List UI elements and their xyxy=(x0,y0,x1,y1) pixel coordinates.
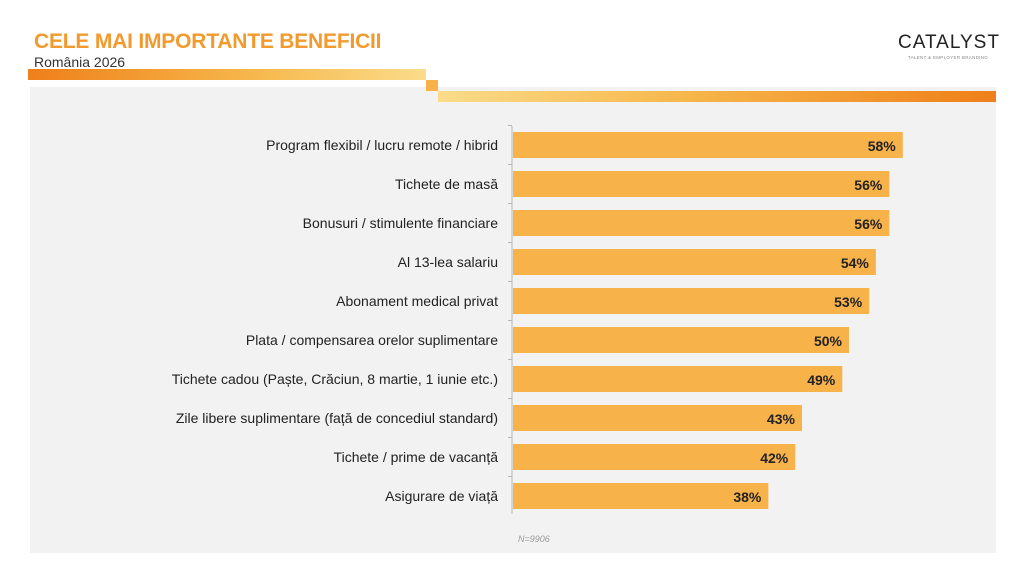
bar xyxy=(513,483,769,509)
value-label: 54% xyxy=(841,255,870,271)
logo-tagline: TALENT & EMPLOYER BRANDING xyxy=(907,55,989,60)
value-label: 43% xyxy=(767,411,796,427)
value-label: 56% xyxy=(854,177,883,193)
category-label: Tichete cadou (Paște, Crăciun, 8 martie,… xyxy=(172,371,498,387)
chart-panel xyxy=(30,87,996,553)
header-stripe-step xyxy=(426,80,438,91)
bar xyxy=(513,288,870,314)
category-label: Plata / compensarea orelor suplimentare xyxy=(246,332,498,348)
header-stripe-left xyxy=(28,69,426,80)
logo-wordmark: CATALYST xyxy=(898,32,1000,53)
bar xyxy=(513,366,843,392)
category-label: Abonament medical privat xyxy=(336,293,498,309)
category-label: Zile libere suplimentare (față de conced… xyxy=(176,410,498,426)
value-label: 38% xyxy=(733,489,762,505)
value-label: 42% xyxy=(760,450,789,466)
sample-size-note: N=9906 xyxy=(518,534,550,544)
header-stripe-right xyxy=(438,91,996,102)
bar xyxy=(513,405,802,431)
bar xyxy=(513,249,876,275)
bar xyxy=(513,171,890,197)
category-label: Al 13-lea salariu xyxy=(398,254,498,270)
value-label: 56% xyxy=(854,216,883,232)
category-label: Asigurare de viață xyxy=(385,488,498,504)
category-label: Program flexibil / lucru remote / hibrid xyxy=(266,137,498,153)
category-label: Tichete de masă xyxy=(395,176,498,192)
page-subtitle: România 2026 xyxy=(34,54,126,70)
category-label: Tichete / prime de vacanță xyxy=(334,449,499,465)
value-label: 58% xyxy=(868,138,897,154)
bar xyxy=(513,210,890,236)
bar xyxy=(513,132,903,158)
page-title: CELE MAI IMPORTANTE BENEFICII xyxy=(34,30,382,53)
catalyst-logo: CATALYST TALENT & EMPLOYER BRANDING xyxy=(898,32,1000,60)
value-label: 50% xyxy=(814,333,843,349)
bar xyxy=(513,327,849,353)
value-label: 49% xyxy=(807,372,836,388)
category-label: Bonusuri / stimulente financiare xyxy=(303,215,499,231)
bar xyxy=(513,444,796,470)
value-label: 53% xyxy=(834,294,863,310)
